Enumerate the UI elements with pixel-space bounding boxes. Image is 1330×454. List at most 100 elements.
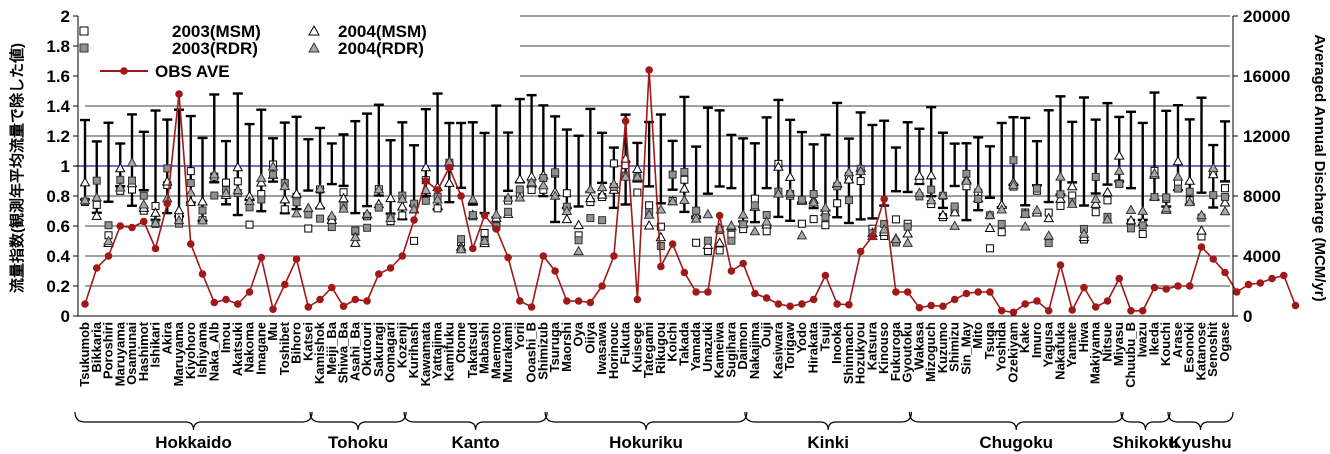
obs-point [798, 300, 806, 308]
marker-2003-rdr [422, 197, 429, 204]
marker-2003-rdr [1033, 185, 1040, 192]
obs-point [951, 296, 959, 304]
marker-2004-msm [316, 201, 325, 209]
obs-point [304, 303, 312, 311]
marker-2004-msm [586, 194, 595, 202]
marker-2004-msm [1197, 226, 1206, 234]
marker-2003-msm [187, 168, 194, 175]
obs-point [1162, 285, 1170, 293]
marker-2003-msm [1139, 230, 1146, 237]
marker-2004-msm [562, 215, 571, 223]
marker-2004-msm [198, 197, 207, 205]
marker-2003-rdr [669, 171, 676, 178]
marker-2003-rdr [1092, 173, 1099, 180]
obs-point [833, 300, 841, 308]
marker-2003-rdr [375, 204, 382, 211]
obs-point [528, 303, 536, 311]
marker-2003-rdr [293, 199, 300, 206]
obs-point [786, 302, 794, 310]
marker-2003-rdr [469, 212, 476, 219]
marker-2003-rdr [1010, 157, 1017, 164]
marker-2004-rdr [974, 184, 983, 192]
obs-point [328, 284, 336, 292]
obs-point [1057, 261, 1065, 269]
y-tick-label-left: 2 [61, 7, 70, 26]
marker-2003-rdr [951, 203, 958, 210]
marker-2003-msm [610, 160, 617, 167]
marker-2004-rdr [1115, 166, 1124, 174]
obs-point [692, 288, 700, 296]
y-tick-label-left: 0.4 [46, 247, 70, 266]
marker-2003-rdr [258, 196, 265, 203]
obs-point [681, 269, 689, 277]
obs-point [387, 264, 395, 272]
marker-2004-rdr [903, 238, 912, 246]
marker-2003-msm [810, 216, 817, 223]
obs-point [222, 296, 230, 304]
marker-2003-rdr [822, 214, 829, 221]
region-label: Tohoku [328, 433, 388, 452]
marker-2003-msm [223, 179, 230, 186]
legend-2004msm-marker [309, 26, 319, 35]
y-tick-label-left: 1.2 [46, 127, 70, 146]
legend-2003rdr-marker [80, 44, 88, 52]
y-tick-label-right: 4000 [1243, 247, 1281, 266]
region-bracket [909, 412, 1123, 430]
obs-point [1268, 275, 1276, 283]
obs-point [1115, 275, 1123, 283]
obs-point [516, 297, 524, 305]
marker-2003-rdr [317, 215, 324, 222]
marker-2004-rdr [1056, 172, 1065, 180]
obs-point [469, 245, 477, 253]
marker-2003-msm [234, 178, 241, 185]
marker-2004-msm [398, 202, 407, 210]
region-label: Kyushu [1169, 433, 1231, 452]
legend-obs: OBS AVE [155, 62, 230, 81]
marker-2004-rdr [797, 231, 806, 239]
marker-2003-rdr [1127, 225, 1134, 232]
obs-point [340, 302, 348, 310]
marker-2003-msm [1104, 197, 1111, 204]
marker-2004-rdr [92, 193, 101, 201]
marker-2003-msm [857, 178, 864, 185]
marker-2003-rdr [129, 177, 136, 184]
y-axis-title-right: Averaged Annual Discharge (MCM/yr) [1311, 34, 1328, 301]
marker-2003-rdr [1210, 192, 1217, 199]
marker-2003-rdr [798, 196, 805, 203]
obs-point [246, 288, 254, 296]
marker-2004-rdr [574, 247, 583, 255]
obs-point [234, 300, 242, 308]
obs-point [845, 301, 853, 309]
obs-point [140, 218, 148, 226]
marker-2003-msm [822, 222, 829, 229]
marker-2003-rdr [728, 237, 735, 244]
obs-point [645, 66, 653, 74]
obs-point [610, 252, 618, 260]
obs-point [504, 254, 512, 262]
marker-2003-msm [411, 237, 418, 244]
marker-2003-msm [798, 220, 805, 227]
region-label: Kinki [807, 433, 849, 452]
marker-2004-rdr [915, 188, 924, 196]
obs-point [998, 307, 1006, 315]
marker-2003-rdr [552, 169, 559, 176]
marker-2003-rdr [1045, 240, 1052, 247]
marker-2004-rdr [586, 185, 595, 193]
y-tick-label-right: 20000 [1243, 7, 1290, 26]
legend-2004rdr-marker [309, 43, 319, 52]
marker-2003-rdr [1057, 191, 1064, 198]
obs-point [1174, 282, 1182, 290]
obs-point [587, 299, 595, 307]
marker-2003-rdr [458, 236, 465, 243]
marker-2004-msm [1115, 151, 1124, 159]
marker-2004-msm [680, 184, 689, 192]
obs-point [1221, 269, 1229, 277]
marker-2003-msm [763, 228, 770, 235]
marker-2003-msm [998, 229, 1005, 236]
obs-point [363, 297, 371, 305]
obs-point [210, 299, 218, 307]
y-tick-label-right: 0 [1243, 307, 1252, 326]
marker-2003-rdr [1151, 194, 1158, 201]
y-tick-label-left: 1.6 [46, 67, 70, 86]
obs-point [1104, 297, 1112, 305]
